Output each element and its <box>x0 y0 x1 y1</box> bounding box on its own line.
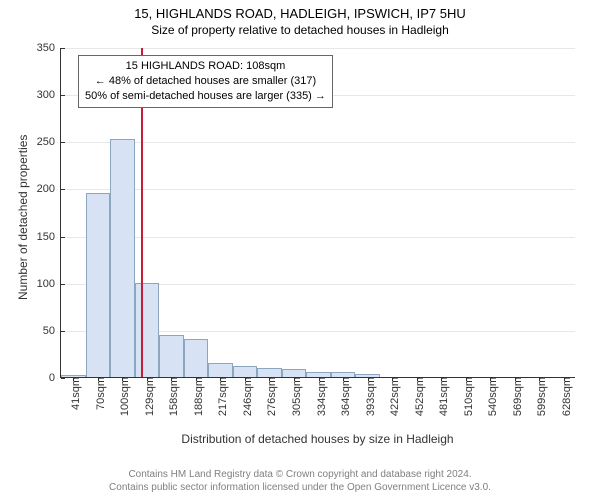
chart-container: 15, HIGHLANDS ROAD, HADLEIGH, IPSWICH, I… <box>0 0 600 500</box>
footer-line-2: Contains public sector information licen… <box>0 481 600 494</box>
y-tick: 350 <box>37 42 61 54</box>
histogram-bar <box>135 283 160 377</box>
x-tick: 540sqm <box>481 377 499 416</box>
histogram-bar <box>110 139 135 377</box>
x-tick: 100sqm <box>113 377 131 416</box>
x-tick: 599sqm <box>530 377 548 416</box>
x-tick: 158sqm <box>162 377 180 416</box>
x-tick: 188sqm <box>187 377 205 416</box>
histogram-bar <box>233 366 258 377</box>
histogram-bar <box>86 193 111 377</box>
histogram-bar <box>282 369 307 377</box>
y-tick: 250 <box>37 136 61 148</box>
info-box: 15 HIGHLANDS ROAD: 108sqm ← 48% of detac… <box>78 55 333 108</box>
page-title: 15, HIGHLANDS ROAD, HADLEIGH, IPSWICH, I… <box>0 0 600 21</box>
histogram-bar <box>159 335 184 377</box>
x-tick: 452sqm <box>408 377 426 416</box>
x-tick: 246sqm <box>236 377 254 416</box>
footer: Contains HM Land Registry data © Crown c… <box>0 468 600 494</box>
y-axis-label: Number of detached properties <box>16 135 30 300</box>
info-line-3: 50% of semi-detached houses are larger (… <box>85 89 326 104</box>
x-tick: 510sqm <box>457 377 475 416</box>
x-tick: 422sqm <box>383 377 401 416</box>
histogram-bar <box>184 339 209 377</box>
x-tick: 481sqm <box>432 377 450 416</box>
x-tick: 364sqm <box>334 377 352 416</box>
gridline <box>61 142 575 143</box>
y-tick: 150 <box>37 231 61 243</box>
x-tick: 393sqm <box>359 377 377 416</box>
info-line-2: ← 48% of detached houses are smaller (31… <box>85 74 326 89</box>
x-tick: 305sqm <box>285 377 303 416</box>
footer-line-1: Contains HM Land Registry data © Crown c… <box>0 468 600 481</box>
page-subtitle: Size of property relative to detached ho… <box>0 23 600 37</box>
x-tick: 129sqm <box>138 377 156 416</box>
y-tick: 200 <box>37 183 61 195</box>
x-tick: 41sqm <box>64 377 82 410</box>
x-tick: 334sqm <box>310 377 328 416</box>
y-tick: 300 <box>37 89 61 101</box>
x-tick: 217sqm <box>211 377 229 416</box>
histogram-bar <box>257 368 282 377</box>
histogram-bar <box>208 363 233 377</box>
gridline <box>61 189 575 190</box>
gridline <box>61 237 575 238</box>
y-tick: 50 <box>43 325 61 337</box>
x-tick: 70sqm <box>89 377 107 410</box>
x-tick: 628sqm <box>555 377 573 416</box>
y-tick: 0 <box>49 372 61 384</box>
x-tick: 569sqm <box>506 377 524 416</box>
gridline <box>61 48 575 49</box>
x-axis-label: Distribution of detached houses by size … <box>60 432 575 446</box>
info-line-1: 15 HIGHLANDS ROAD: 108sqm <box>85 59 326 74</box>
x-tick: 276sqm <box>260 377 278 416</box>
y-tick: 100 <box>37 278 61 290</box>
